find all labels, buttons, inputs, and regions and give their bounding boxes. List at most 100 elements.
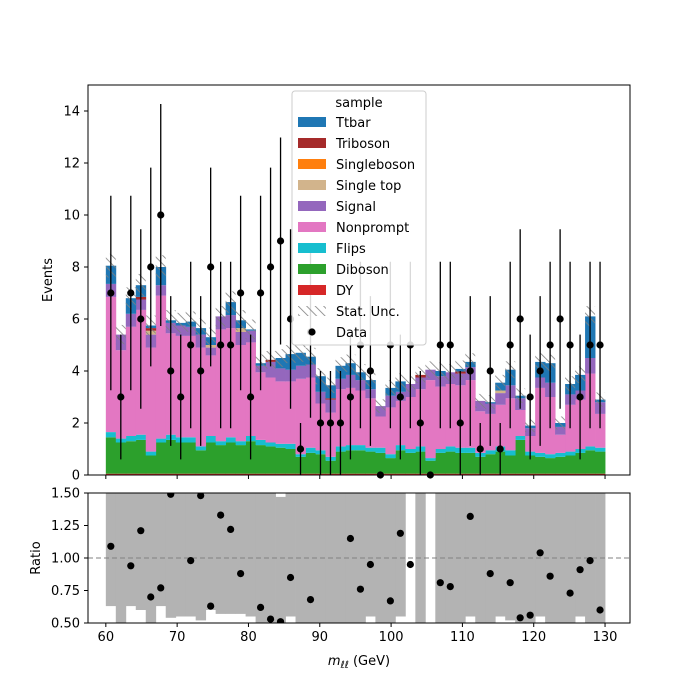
x-tick-label: 60 [98, 630, 115, 645]
legend: sample Ttbar Triboson Singleboson Single to… [291, 90, 427, 346]
legend-label: Ttbar [335, 116, 371, 131]
data-point [276, 237, 285, 245]
stat-unc-bin [555, 416, 566, 430]
data-point [526, 393, 534, 401]
ratio-point [256, 603, 265, 612]
ratio-unc-bin [465, 493, 476, 617]
bar-nonprompt [235, 345, 247, 442]
bar-signal [295, 365, 306, 379]
ratio-unc-bin [155, 493, 167, 607]
legend-label: Single top [336, 179, 401, 194]
bar-flips [275, 443, 286, 448]
bar-dy [305, 473, 316, 475]
x-tick-label: 120 [521, 630, 546, 645]
ratio-y-axis-label: Ratio [29, 541, 44, 574]
ratio-point [286, 573, 295, 582]
bar-flips [425, 458, 436, 461]
bar-signal [555, 426, 566, 435]
ratio-unc-bin [575, 493, 586, 617]
stat-unc-bin [245, 319, 256, 340]
data-point [576, 393, 584, 401]
data-point [256, 289, 265, 297]
ratio-point [107, 542, 115, 550]
bar-flips [595, 447, 606, 452]
bar-dy [595, 473, 606, 475]
bar-diboson [505, 455, 516, 474]
ratio-points [107, 493, 604, 623]
bar-dy [585, 473, 596, 475]
data-point [546, 341, 554, 349]
bar-dy [155, 473, 167, 475]
ratio-unc-bin [235, 493, 247, 614]
data-point [466, 367, 474, 375]
bar-signal [495, 393, 506, 405]
bar-dy [195, 473, 207, 475]
ratio-point [386, 597, 394, 605]
bar-diboson [395, 450, 406, 474]
bar-flips [435, 449, 446, 453]
data-point [177, 393, 185, 401]
data-point [147, 263, 155, 271]
bar-dy [505, 473, 516, 475]
bar-diboson [145, 455, 157, 474]
bar-dy [145, 473, 157, 475]
ratio-point [227, 525, 235, 534]
bar-diboson [595, 451, 606, 474]
ratio-point [217, 511, 225, 519]
bar-dy [465, 473, 476, 475]
bar-flips [225, 437, 237, 443]
bar-flips [255, 439, 266, 446]
bar-dy [365, 473, 376, 475]
bar-dy [435, 473, 446, 475]
bar-diboson [515, 439, 526, 474]
y-tick-label: 12 [63, 157, 80, 172]
ratio-point [596, 606, 604, 614]
stat-unc-bin [275, 349, 286, 367]
ratio-point [366, 560, 375, 569]
ratio-unc-bin [495, 493, 506, 617]
bar-diboson [135, 439, 147, 474]
bar-diboson [285, 449, 296, 474]
data-point [586, 341, 594, 349]
bar-diboson [425, 460, 436, 474]
ratio-point [566, 589, 574, 597]
bar-dy [545, 473, 556, 475]
bar-flips [535, 452, 546, 457]
legend-swatch-hatch [298, 306, 326, 316]
bar-diboson [375, 452, 386, 474]
legend-label: Diboson [336, 263, 389, 278]
bar-dy [535, 473, 546, 475]
stat-unc-bin [375, 399, 386, 413]
bar-nonprompt [285, 381, 296, 444]
main-panel: 0 2 4 6 8 10 12 14 Events sample Ttbar Triboson S… [41, 84, 631, 484]
data-point [536, 367, 544, 375]
data-point [127, 289, 135, 297]
data-point [456, 419, 464, 427]
data-point [436, 341, 444, 349]
y-tick-label: 0 [72, 469, 80, 484]
bar-flips [195, 446, 207, 451]
legend-label: Singleboson [336, 158, 415, 173]
bar-diboson [305, 452, 316, 474]
ratio-y-tick-label: 1.50 [51, 487, 80, 502]
bar-dy [115, 473, 127, 475]
data-point [506, 341, 514, 349]
ratio-point [306, 596, 315, 604]
legend-label: DY [336, 284, 353, 299]
data-point [137, 315, 145, 323]
ratio-point [157, 584, 165, 592]
bar-dy [565, 473, 576, 475]
ratio-unc-bin [205, 493, 217, 610]
bar-nonprompt [275, 381, 286, 444]
data-point [187, 341, 195, 349]
bar-flips [355, 445, 366, 451]
stat-unc-bin [335, 357, 346, 375]
bar-flips [235, 441, 247, 446]
bar-flips [485, 450, 496, 455]
stat-unc-bin [175, 312, 186, 333]
bar-flips [445, 446, 456, 452]
ratio-unc-bin [125, 493, 137, 607]
bar-flips [585, 446, 596, 451]
bar-dy [525, 473, 536, 475]
